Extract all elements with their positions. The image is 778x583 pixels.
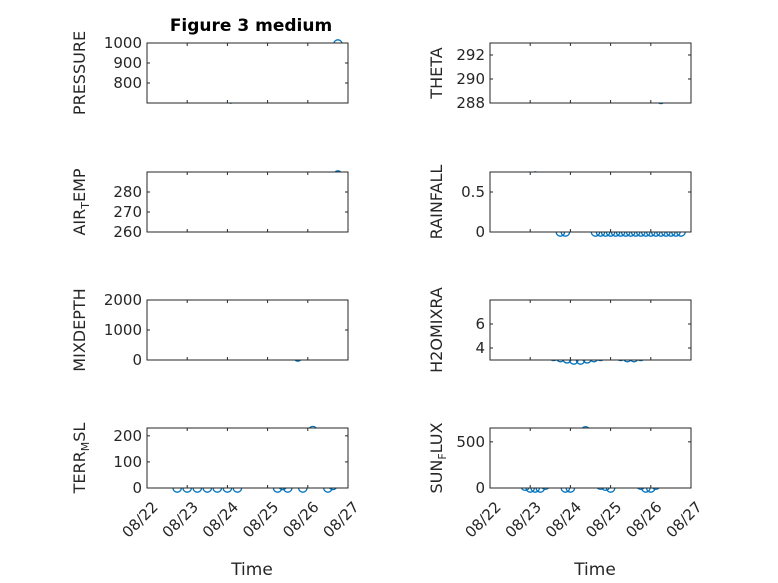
y-axis: 0 1000 2000 — [104, 291, 348, 369]
x-tick-label: 08/26 — [279, 498, 322, 541]
x-axis-label-left: Time — [230, 560, 273, 580]
x-tick-label: 08/26 — [622, 498, 665, 541]
y-axis-label: RAINFALL — [427, 165, 446, 240]
axes-frame — [489, 42, 692, 104]
y-tick-label: 500 — [456, 433, 485, 451]
y-tick-label: 288 — [456, 94, 485, 112]
x-tick-label: 08/23 — [159, 498, 202, 541]
y-axis: 0 500 — [456, 433, 691, 497]
x-tick-label: 08/25 — [239, 498, 282, 541]
subplot-3: 260 270 280 AIRTEMP — [70, 168, 349, 241]
x-axis-label-right: Time — [573, 560, 616, 580]
x-tick-label: 08/22 — [461, 498, 504, 541]
x-axis — [146, 43, 349, 103]
axes-frame — [146, 171, 349, 233]
y-axis-label: PRESSURE — [70, 31, 89, 115]
y-axis: 260 270 280 — [113, 183, 348, 241]
y-tick-label: 260 — [113, 223, 142, 241]
y-tick-label: 0 — [132, 479, 142, 497]
x-axis — [489, 300, 692, 360]
y-tick-label: 6 — [475, 315, 485, 333]
y-tick-label: 270 — [113, 203, 142, 221]
axes-frame — [489, 171, 692, 233]
y-tick-label: 1000 — [104, 321, 142, 339]
y-axis-label: AIRTEMP — [70, 168, 92, 235]
y-axis-label: MIXDEPTH — [70, 288, 89, 371]
x-tick-label: 08/22 — [118, 498, 161, 541]
y-axis: 00.5 — [461, 183, 691, 241]
x-tick-label: 08/23 — [502, 498, 545, 541]
y-tick-label: 1000 — [104, 34, 142, 52]
x-tick-label: 08/24 — [199, 498, 242, 541]
y-axis-label: THETA — [427, 47, 446, 99]
axes-frame — [489, 427, 692, 489]
y-axis: 800 900 1000 — [104, 34, 348, 92]
x-tick-label: 08/27 — [662, 498, 705, 541]
y-axis: 0 100 200 — [113, 427, 348, 497]
y-axis: 46 — [475, 315, 691, 357]
x-tick-label: 08/25 — [582, 498, 625, 541]
y-tick-label: 2000 — [104, 291, 142, 309]
axes-frame — [146, 42, 349, 104]
subplot-1: 800 900 1000 PRESSURE — [70, 31, 349, 115]
y-tick-label: 0.5 — [461, 183, 485, 201]
y-axis: 288 290 292 — [456, 46, 691, 112]
y-tick-label: 200 — [113, 427, 142, 445]
axes-frame — [146, 427, 349, 489]
y-tick-label: 292 — [456, 46, 485, 64]
subplot-5: 0 1000 2000 MIXDEPTH — [70, 288, 349, 372]
y-axis-label: SUNFLUX — [427, 422, 449, 493]
y-tick-label: 800 — [113, 74, 142, 92]
y-tick-label: 900 — [113, 54, 142, 72]
subplot-2: 288 290 292 THETA — [427, 42, 692, 112]
y-axis-label: H2OMIXRA — [427, 287, 446, 373]
figure-title: Figure 3 medium — [170, 16, 332, 36]
axes-frame — [146, 299, 349, 361]
y-tick-label: 0 — [475, 479, 485, 497]
y-tick-label: 290 — [456, 70, 485, 88]
y-axis-label: TERRMSL — [70, 423, 92, 495]
x-tick-label: 08/24 — [542, 498, 585, 541]
axes-frame — [489, 299, 692, 361]
y-tick-label: 0 — [132, 351, 142, 369]
x-axis — [489, 43, 692, 103]
y-tick-label: 0 — [475, 223, 485, 241]
y-tick-label: 100 — [113, 453, 142, 471]
x-tick-label: 08/27 — [319, 498, 362, 541]
y-tick-label: 4 — [475, 339, 485, 357]
y-tick-label: 280 — [113, 183, 142, 201]
